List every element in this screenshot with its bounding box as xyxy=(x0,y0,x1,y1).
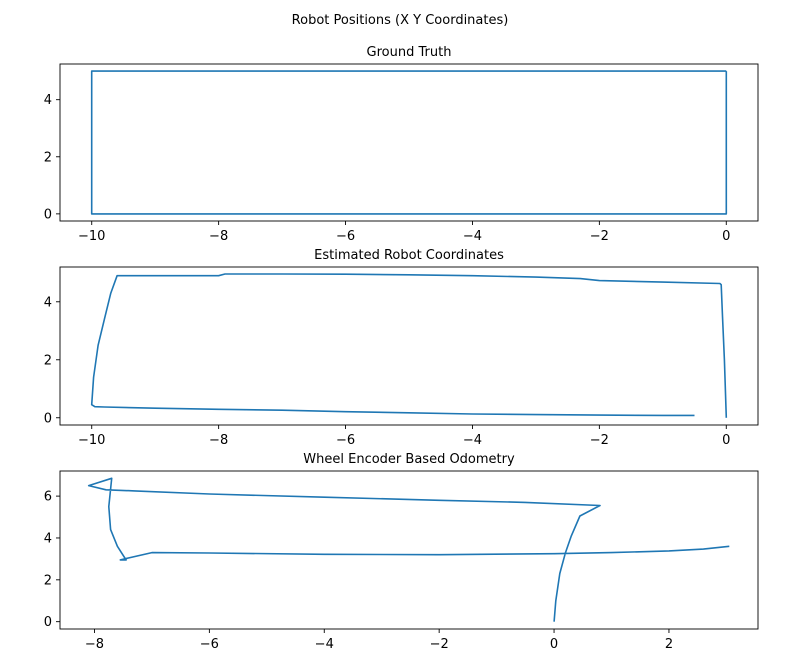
series-line-1 xyxy=(90,70,728,215)
figure-suptitle: Robot Positions (X Y Coordinates) xyxy=(292,13,509,28)
axes-frame xyxy=(59,470,759,630)
y-tick-label: 0 xyxy=(44,411,52,426)
series-line-1 xyxy=(87,477,730,622)
y-tick-label: 2 xyxy=(44,353,52,368)
x-tick-label: −2 xyxy=(590,433,609,448)
y-tick-label: 4 xyxy=(44,531,52,546)
x-tick-label: 0 xyxy=(722,433,730,448)
x-tick-label: −6 xyxy=(336,433,355,448)
y-tick-label: 4 xyxy=(44,295,52,310)
x-tick-label: 2 xyxy=(665,637,673,652)
x-tick-label: −8 xyxy=(209,433,228,448)
series-line-1 xyxy=(90,273,728,418)
x-tick-label: −4 xyxy=(463,229,482,244)
x-tick-label: 0 xyxy=(722,229,730,244)
axes-2: Estimated Robot Coordinates −10 −8 −6 −4 −2 0 0… xyxy=(44,248,759,448)
x-tick-label: −10 xyxy=(78,229,105,244)
x-tick-label: −6 xyxy=(336,229,355,244)
x-tick-label: −4 xyxy=(315,637,334,652)
y-tick-label: 2 xyxy=(44,150,52,165)
x-tick-label: −6 xyxy=(200,637,219,652)
x-tick-label: 0 xyxy=(550,637,558,652)
y-tick-label: 4 xyxy=(44,93,52,108)
x-tick-label: −2 xyxy=(430,637,449,652)
axes-frame xyxy=(59,266,759,426)
axes-title: Ground Truth xyxy=(367,45,452,60)
x-tick-label: −2 xyxy=(590,229,609,244)
axes-frame xyxy=(59,63,759,222)
y-tick-label: 6 xyxy=(44,490,52,505)
y-tick-label: 2 xyxy=(44,573,52,588)
axes-3: Wheel Encoder Based Odometry −8 −6 −4 −2 0 2 0 2… xyxy=(44,452,759,652)
x-tick-label: −10 xyxy=(78,433,105,448)
y-tick-label: 0 xyxy=(44,615,52,630)
axes-1: Ground Truth −10 −8 −6 −4 −2 0 0 2 4 xyxy=(44,45,759,244)
y-tick-label: 0 xyxy=(44,207,52,222)
axes-title: Wheel Encoder Based Odometry xyxy=(303,452,515,467)
x-tick-label: −8 xyxy=(209,229,228,244)
axes-title: Estimated Robot Coordinates xyxy=(314,248,504,263)
x-tick-label: −8 xyxy=(85,637,104,652)
x-tick-label: −4 xyxy=(463,433,482,448)
